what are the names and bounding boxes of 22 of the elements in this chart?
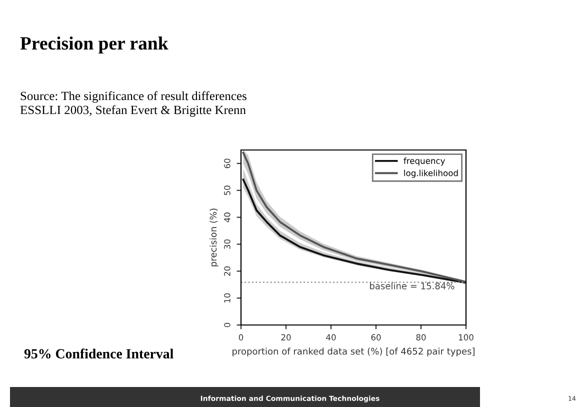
y-tick-label: 10 <box>224 293 230 302</box>
y-tick-label: 50 <box>224 186 230 196</box>
x-tick-label: 80 <box>416 334 426 340</box>
text: ESSLLI 2003, Stefan Evert & Brigitte Krenn <box>20 105 246 117</box>
text: 95% Confidence Interval <box>24 348 174 359</box>
x-axis-title: proportion of ranked data set (%) [of 4652 pair types] <box>232 348 474 356</box>
y-tick-label: 40 <box>224 212 230 222</box>
legend-label: frequency <box>404 158 446 166</box>
source-note: Source: The significance of result differences <box>20 91 246 103</box>
x-tick-label: 20 <box>281 334 291 340</box>
x-tick-label: 60 <box>371 334 381 340</box>
y-tick-label: 60 <box>224 158 230 168</box>
y-tick-label: 30 <box>224 239 230 249</box>
ref-line-label: baseline = 15.84% <box>370 282 454 290</box>
legend-label: log.likelihood <box>404 170 458 178</box>
x-tick-label: 40 <box>326 334 336 340</box>
y-axis-title: precision (%) <box>210 208 218 266</box>
y-tick-label: 20 <box>224 266 230 276</box>
chart-title: Precision per rank <box>20 36 168 54</box>
x-tick-label: 0 <box>238 334 244 340</box>
x-tick-label: 100 <box>458 334 474 340</box>
y-tick-label: 0 <box>224 322 230 328</box>
